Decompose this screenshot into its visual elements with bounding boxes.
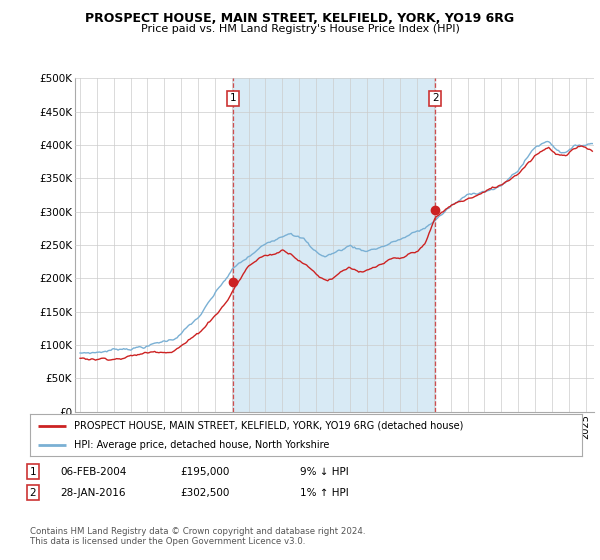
- Text: 2: 2: [432, 94, 439, 104]
- Text: £195,000: £195,000: [180, 466, 229, 477]
- Text: 2: 2: [29, 488, 37, 498]
- Text: 28-JAN-2016: 28-JAN-2016: [60, 488, 125, 498]
- Text: Price paid vs. HM Land Registry's House Price Index (HPI): Price paid vs. HM Land Registry's House …: [140, 24, 460, 34]
- Text: 1: 1: [29, 466, 37, 477]
- Text: 9% ↓ HPI: 9% ↓ HPI: [300, 466, 349, 477]
- Text: PROSPECT HOUSE, MAIN STREET, KELFIELD, YORK, YO19 6RG (detached house): PROSPECT HOUSE, MAIN STREET, KELFIELD, Y…: [74, 421, 464, 431]
- Text: £302,500: £302,500: [180, 488, 229, 498]
- Text: 1: 1: [230, 94, 236, 104]
- Bar: [233, 78, 435, 412]
- Text: HPI: Average price, detached house, North Yorkshire: HPI: Average price, detached house, Nort…: [74, 440, 329, 450]
- Text: Contains HM Land Registry data © Crown copyright and database right 2024.
This d: Contains HM Land Registry data © Crown c…: [30, 526, 365, 546]
- Text: 06-FEB-2004: 06-FEB-2004: [60, 466, 127, 477]
- Text: 1% ↑ HPI: 1% ↑ HPI: [300, 488, 349, 498]
- Text: PROSPECT HOUSE, MAIN STREET, KELFIELD, YORK, YO19 6RG: PROSPECT HOUSE, MAIN STREET, KELFIELD, Y…: [85, 12, 515, 25]
